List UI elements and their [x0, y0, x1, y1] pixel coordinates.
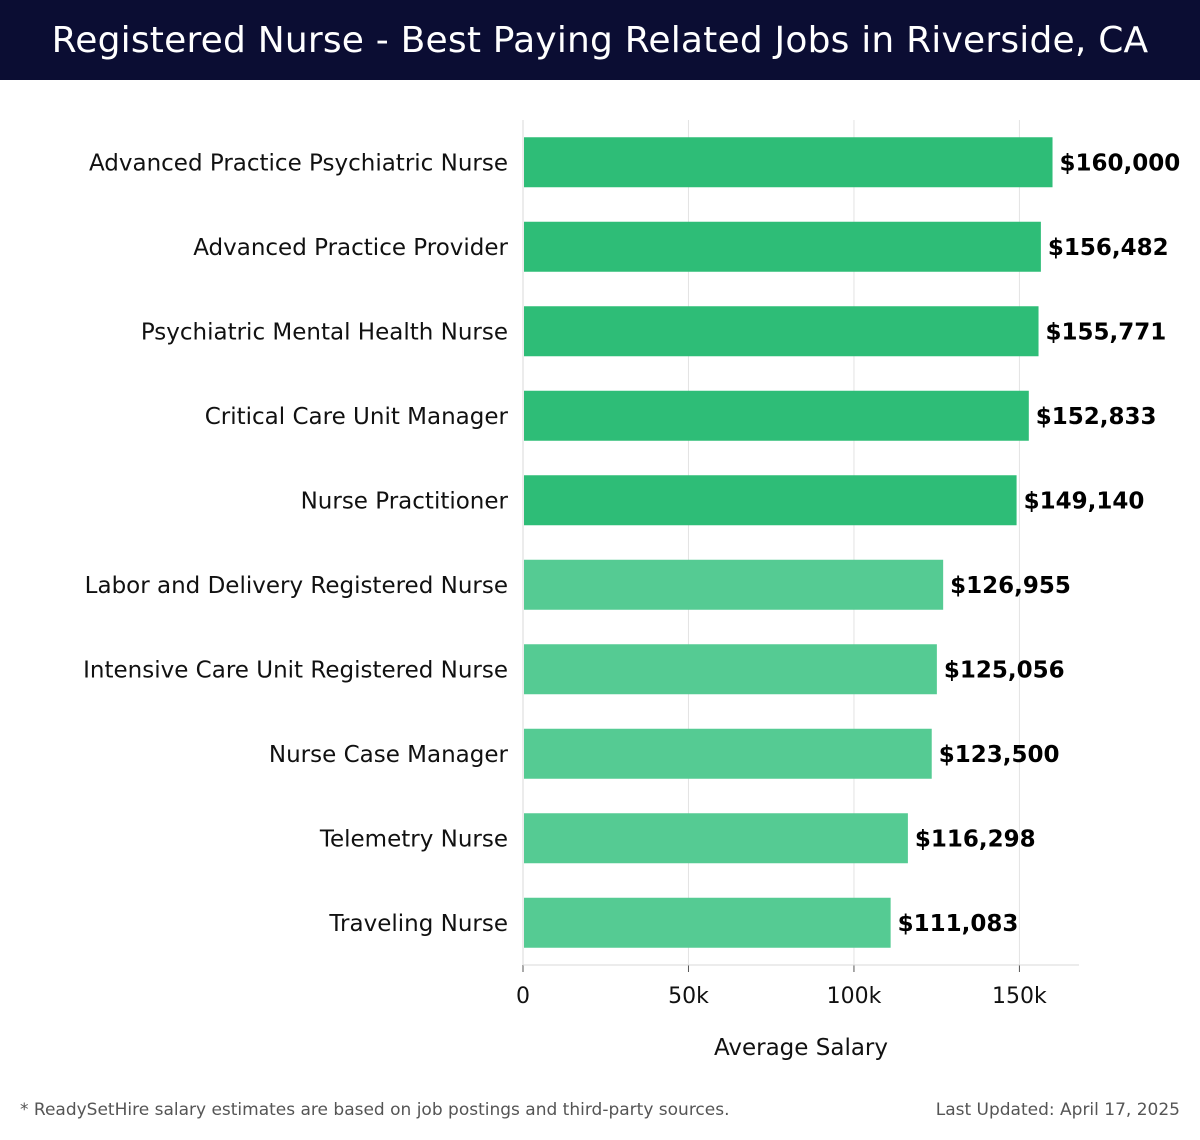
bar [524, 644, 937, 695]
category-labels: Advanced Practice Psychiatric Nurse Advan… [83, 150, 508, 937]
category-label: Psychiatric Mental Health Nurse [141, 319, 508, 345]
category-label: Intensive Care Unit Registered Nurse [83, 657, 508, 683]
category-label: Labor and Delivery Registered Nurse [85, 573, 508, 599]
category-label: Nurse Case Manager [269, 742, 509, 768]
value-label: $116,298 [915, 826, 1036, 852]
category-label: Traveling Nurse [328, 911, 508, 937]
bar [524, 221, 1041, 272]
chart-header: Registered Nurse - Best Paying Related J… [0, 0, 1200, 80]
value-label: $160,000 [1060, 150, 1181, 176]
value-label: $149,140 [1024, 488, 1145, 514]
bars [524, 137, 1053, 948]
value-label: $111,083 [898, 911, 1019, 937]
bar [524, 390, 1029, 441]
category-label: Critical Care Unit Manager [205, 404, 509, 430]
bar [524, 137, 1053, 188]
bar [524, 813, 908, 864]
last-updated: Last Updated: April 17, 2025 [935, 1100, 1180, 1120]
value-label: $123,500 [939, 742, 1060, 768]
value-label: $125,056 [944, 657, 1065, 683]
value-label: $155,771 [1046, 319, 1167, 345]
category-label: Telemetry Nurse [319, 826, 508, 852]
value-label: $152,833 [1036, 404, 1157, 430]
x-tick-label: 50k [668, 984, 709, 1009]
x-axis-title: Average Salary [714, 1035, 888, 1061]
bar [524, 897, 891, 948]
value-label: $156,482 [1048, 235, 1169, 261]
bar [524, 475, 1017, 526]
x-axis: 0 50k 100k 150k [516, 120, 1079, 1009]
bar [524, 728, 932, 779]
chart-title: Registered Nurse - Best Paying Related J… [51, 19, 1149, 61]
category-label: Advanced Practice Psychiatric Nurse [89, 150, 508, 176]
value-label: $126,955 [950, 573, 1071, 599]
footnote: * ReadySetHire salary estimates are base… [20, 1100, 730, 1120]
x-tick-label: 0 [516, 984, 530, 1009]
category-label: Nurse Practitioner [301, 488, 509, 514]
x-tick-label: 100k [827, 984, 882, 1009]
category-label: Advanced Practice Provider [193, 235, 508, 261]
bar [524, 306, 1039, 357]
bar [524, 559, 944, 610]
x-tick-label: 150k [992, 984, 1047, 1009]
value-labels: $160,000 $156,482 $155,771 $152,833 $149,140… [898, 150, 1181, 937]
salary-bar-chart: Advanced Practice Psychiatric Nurse Advan… [83, 120, 1181, 1061]
